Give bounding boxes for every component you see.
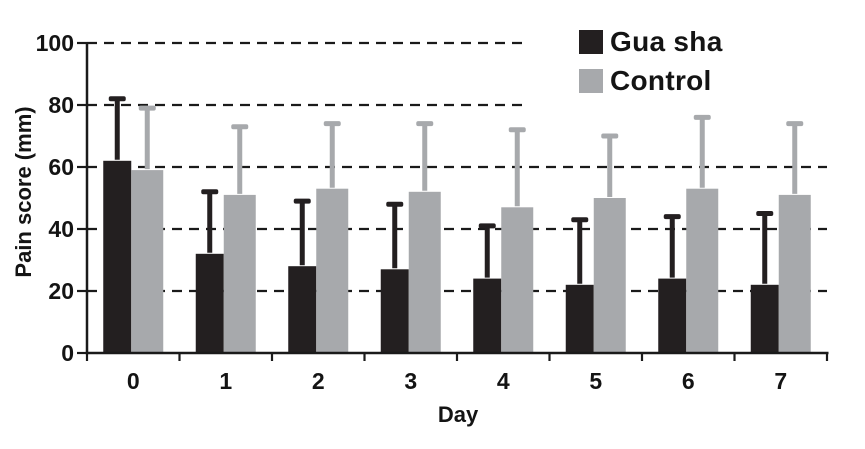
error-bar-cap xyxy=(478,223,496,229)
y-axis-title: Pain score (mm) xyxy=(11,106,36,278)
y-tick-label: 60 xyxy=(48,154,74,180)
bar xyxy=(131,170,164,353)
error-bars-control xyxy=(138,105,804,207)
bar xyxy=(408,191,441,353)
error-bar-cap xyxy=(786,121,804,127)
error-bar-cap xyxy=(108,96,126,102)
bar xyxy=(103,160,132,353)
error-bars-gua-sha xyxy=(108,96,774,284)
error-bar-cap xyxy=(138,105,156,111)
legend-label-gua-sha: Gua sha xyxy=(610,26,723,57)
x-tick-label: 6 xyxy=(682,368,695,394)
y-tick-label: 20 xyxy=(48,278,74,304)
bar xyxy=(380,269,409,353)
x-tick-label: 1 xyxy=(219,368,232,394)
y-tick-label: 0 xyxy=(61,340,74,366)
x-tick-label: 2 xyxy=(312,368,325,394)
error-bar-cap xyxy=(416,121,434,127)
bar xyxy=(473,278,502,353)
bar xyxy=(686,188,719,353)
chart-legend: Gua sha Control xyxy=(579,28,723,95)
bar xyxy=(565,284,594,353)
error-bar-cap xyxy=(571,217,589,223)
bar xyxy=(778,194,811,353)
legend-item-gua-sha: Gua sha xyxy=(579,28,723,56)
bar xyxy=(750,284,779,353)
legend-item-control: Control xyxy=(579,67,723,95)
error-bar-cap xyxy=(231,124,249,130)
error-bar-cap xyxy=(508,127,526,133)
axes xyxy=(77,41,829,361)
error-bar-cap xyxy=(386,201,404,207)
x-tick-label: 0 xyxy=(127,368,140,394)
y-tick-label: 40 xyxy=(48,216,74,242)
tick-labels: 0 20 40 60 80 100 0 1 2 3 4 5 6 7 xyxy=(36,30,788,394)
error-bar-cap xyxy=(693,114,711,120)
x-axis-title: Day xyxy=(437,402,479,427)
error-bar-cap xyxy=(601,133,619,139)
control-swatch-icon xyxy=(579,69,603,93)
bar xyxy=(316,188,349,353)
bar xyxy=(288,266,317,353)
error-bar-cap xyxy=(293,198,311,204)
x-tick-label: 5 xyxy=(589,368,602,394)
bars-control xyxy=(131,170,811,353)
bar xyxy=(658,278,687,353)
error-bar-cap xyxy=(663,214,681,220)
error-bar-cap xyxy=(323,121,341,127)
y-tick-label: 80 xyxy=(48,92,74,118)
bars-gua-sha xyxy=(103,160,779,353)
bar xyxy=(501,207,534,353)
bar xyxy=(223,194,256,353)
error-bar-cap xyxy=(201,189,219,195)
x-tick-label: 7 xyxy=(774,368,787,394)
gua-sha-swatch-icon xyxy=(579,30,603,54)
bar xyxy=(593,198,626,353)
error-bar-cap xyxy=(756,211,774,216)
x-tick-label: 4 xyxy=(497,368,510,394)
x-tick-label: 3 xyxy=(404,368,417,394)
bar xyxy=(195,253,224,353)
y-tick-label: 100 xyxy=(36,30,74,56)
legend-label-control: Control xyxy=(610,65,712,96)
